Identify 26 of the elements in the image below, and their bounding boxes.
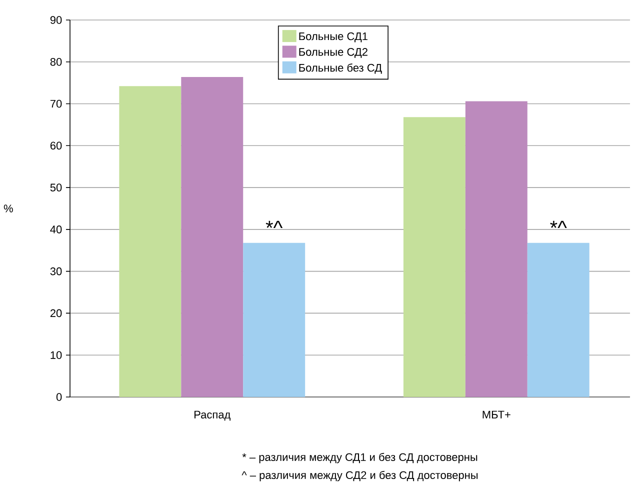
legend-label: Больные СД1 xyxy=(299,32,368,42)
text: ^ – различия между СД2 и без СД достоверны xyxy=(242,470,478,482)
annotation: *^ xyxy=(550,220,567,228)
x-tick-label: Распад xyxy=(194,410,230,421)
y-tick-label: 20 xyxy=(50,309,62,318)
y-axis-title: % xyxy=(4,204,13,212)
legend-label: Больные без СД xyxy=(299,64,382,74)
y-tick-label: 10 xyxy=(50,351,62,359)
y-tick-label: 60 xyxy=(50,142,62,150)
bar xyxy=(119,86,182,397)
y-tick-label: 30 xyxy=(50,267,62,276)
text: * – различия между СД1 и без СД достоверны xyxy=(242,452,478,464)
y-tick-label: 0 xyxy=(56,393,62,401)
bar xyxy=(527,242,590,397)
y-tick-label: 50 xyxy=(50,184,62,192)
y-tick-label: 40 xyxy=(50,226,62,234)
annotation: *^ xyxy=(266,220,283,228)
legend-label: Больные СД2 xyxy=(299,48,368,58)
bar xyxy=(403,117,466,397)
bar xyxy=(181,76,244,397)
x-tick-label: МБТ+ xyxy=(482,410,510,418)
bar xyxy=(465,101,528,397)
y-tick-label: 70 xyxy=(50,100,62,108)
y-tick-label: 90 xyxy=(50,16,62,24)
y-tick-label: 80 xyxy=(50,58,62,66)
bar xyxy=(243,242,306,397)
